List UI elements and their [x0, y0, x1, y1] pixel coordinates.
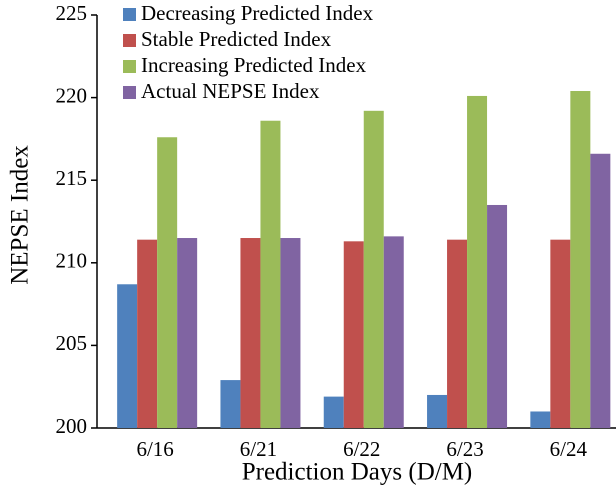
bar	[343, 241, 364, 428]
y-tick-label: 210	[56, 249, 88, 273]
bar	[487, 204, 508, 428]
bar	[220, 380, 241, 428]
bar	[177, 238, 198, 428]
bar	[447, 239, 468, 428]
bar	[137, 239, 158, 428]
x-tick-label: 6/21	[240, 437, 277, 461]
y-tick-label: 225	[56, 1, 88, 25]
y-axis-title: NEPSE Index	[7, 145, 34, 285]
legend-swatch	[123, 60, 136, 73]
legend-swatch	[123, 8, 136, 21]
x-tick-label: 6/23	[446, 437, 483, 461]
y-tick-label: 200	[56, 414, 88, 438]
x-tick-label: 6/16	[136, 437, 173, 461]
bar	[117, 284, 138, 428]
y-tick-label: 220	[56, 83, 88, 107]
bar	[240, 238, 261, 428]
legend-label: Decreasing Predicted Index	[141, 1, 374, 25]
y-tick-label: 205	[56, 331, 88, 355]
bar	[363, 110, 384, 428]
bar	[260, 120, 281, 428]
bar	[590, 153, 611, 428]
bar	[427, 394, 448, 428]
bar	[467, 95, 488, 428]
legend-label: Increasing Predicted Index	[141, 53, 367, 77]
bar	[323, 396, 344, 428]
bar	[157, 137, 178, 429]
x-tick-label: 6/24	[550, 437, 588, 461]
bar	[570, 90, 591, 428]
x-tick-label: 6/22	[343, 437, 380, 461]
legend-label: Actual NEPSE Index	[141, 79, 320, 103]
bar	[550, 239, 571, 428]
legend-label: Stable Predicted Index	[141, 27, 332, 51]
bar	[280, 238, 301, 428]
legend-swatch	[123, 34, 136, 47]
y-tick-label: 215	[56, 166, 88, 190]
bar	[530, 411, 551, 428]
legend-swatch	[123, 86, 136, 99]
bar	[383, 236, 404, 428]
x-axis-title: Prediction Days (D/M)	[242, 459, 473, 486]
